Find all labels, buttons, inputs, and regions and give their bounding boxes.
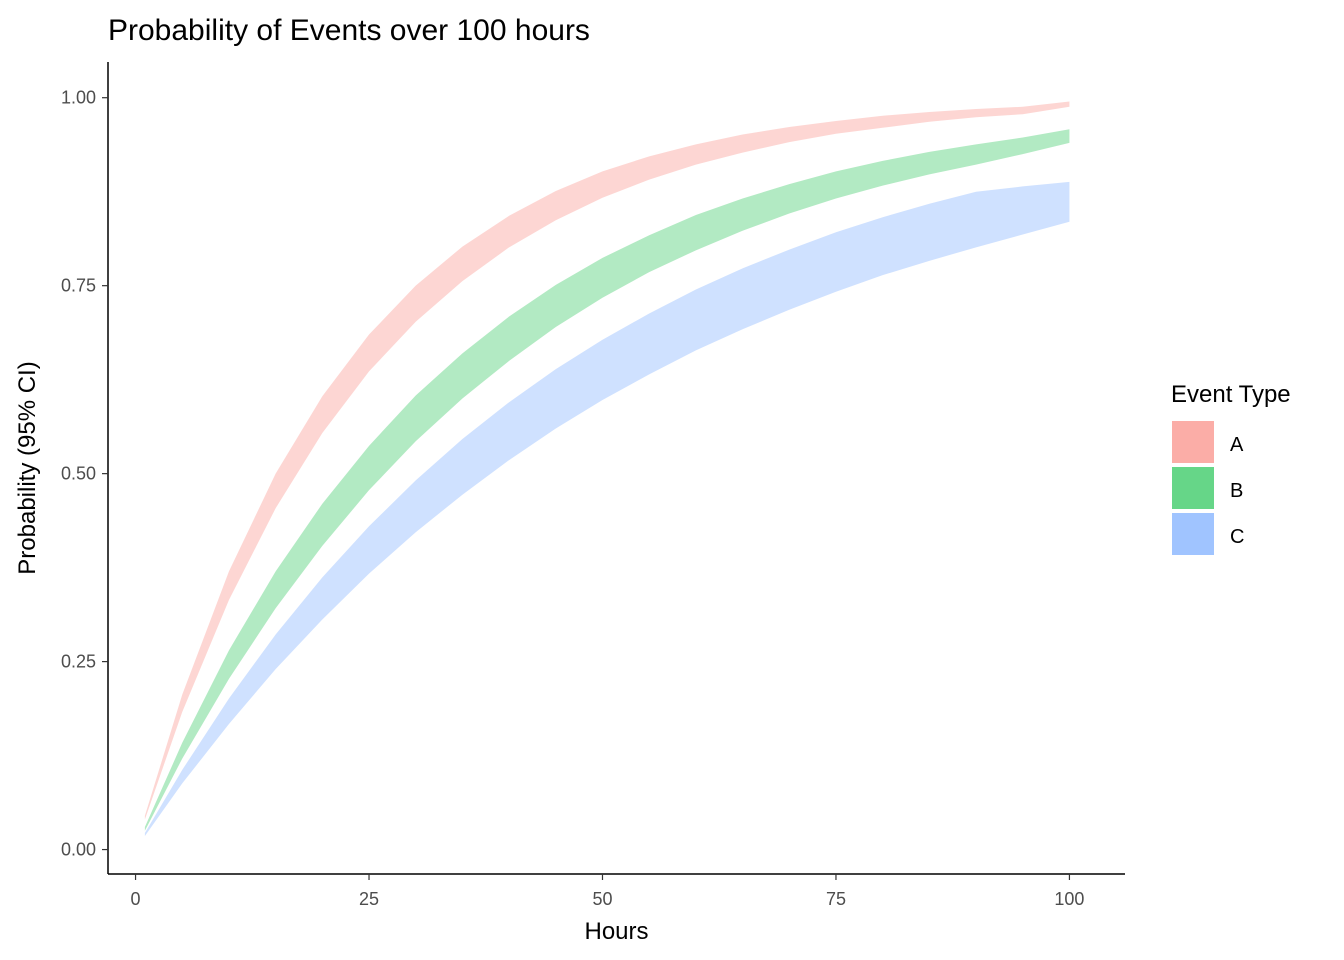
legend-label-b: B [1230, 480, 1243, 502]
x-tick-label: 75 [826, 889, 846, 909]
confidence-bands [144, 101, 1070, 837]
x-tick-label: 50 [592, 889, 612, 909]
x-axis-title: Hours [584, 918, 648, 945]
x-tick-label: 0 [131, 889, 141, 909]
chart-title: Probability of Events over 100 hours [108, 14, 590, 47]
y-tick-label: 0.00 [61, 840, 96, 860]
legend-key-b [1172, 467, 1214, 509]
legend: Event Type A B C [1171, 381, 1291, 555]
ribbon-b [144, 129, 1070, 831]
x-tick-label: 100 [1054, 889, 1084, 909]
legend-key-a [1172, 421, 1214, 463]
y-axis-title: Probability (95% CI) [14, 361, 41, 574]
x-tick-label: 25 [359, 889, 379, 909]
legend-items: A B C [1172, 421, 1244, 555]
y-tick-label: 0.50 [61, 464, 96, 484]
y-tick-label: 0.75 [61, 276, 96, 296]
x-axis-ticks: 0 25 50 75 100 [131, 874, 1084, 909]
y-axis-ticks: 0.00 0.25 0.50 0.75 1.00 [61, 88, 108, 860]
legend-key-c [1172, 513, 1214, 555]
legend-title: Event Type [1171, 381, 1291, 408]
y-tick-label: 0.25 [61, 652, 96, 672]
legend-label-a: A [1230, 434, 1244, 456]
legend-label-c: C [1230, 526, 1244, 548]
y-tick-label: 1.00 [61, 88, 96, 108]
